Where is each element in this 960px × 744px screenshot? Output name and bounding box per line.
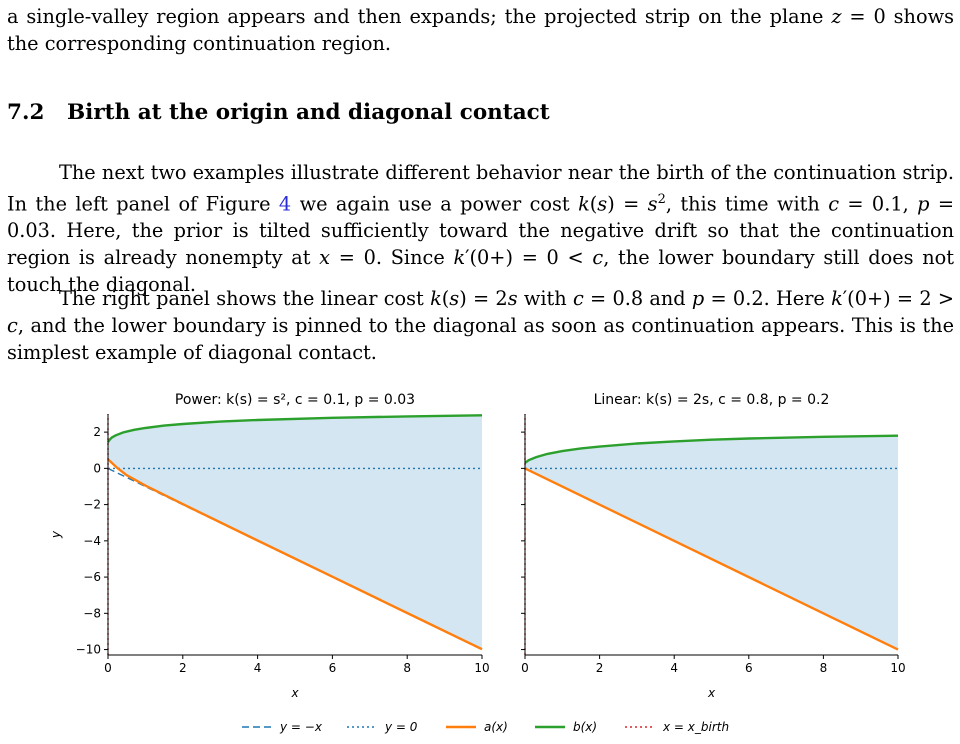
left-panel: 0 2 4 6 8 10 2 0 −2 −4 −6 −8 −10 x y Power: k(s) = s², … — [49, 392, 490, 700]
x-tick-label: 10 — [474, 661, 489, 675]
section-title: Birth at the origin and diagonal contact — [67, 100, 550, 125]
y-tick-label: −8 — [83, 606, 101, 620]
x-tick-label: 10 — [890, 661, 905, 675]
x-tick-label: 0 — [521, 661, 529, 675]
x-tick-label: 6 — [745, 661, 753, 675]
y-tick-label: 0 — [93, 461, 101, 475]
x-axis-label: x — [290, 686, 299, 700]
x-tick-label: 4 — [254, 661, 262, 675]
series-a-x- — [107, 458, 483, 651]
x-tick-label: 8 — [403, 661, 411, 675]
x-tick-label: 8 — [820, 661, 828, 675]
x-tick-label: 2 — [596, 661, 604, 675]
figure-legend: y = −x y = 0 a(x) b(x) x = x_birth — [242, 720, 729, 734]
x-tick-label: 0 — [104, 661, 112, 675]
paragraph-1: The next two examples illustrate differe… — [7, 161, 954, 297]
right-panel: 0 2 4 6 8 10 x Linear: k(s) = 2s, c = 0.8, p = … — [521, 392, 906, 700]
y-tick-label: −6 — [83, 570, 101, 584]
x-axis-label: x — [707, 686, 716, 700]
y-tick-label: −2 — [83, 498, 101, 512]
legend-label: y = 0 — [384, 720, 418, 734]
legend-label: x = x_birth — [662, 720, 729, 734]
section-number: 7.2 — [7, 100, 45, 125]
continuation-region — [525, 435, 898, 650]
y-tick-label: −10 — [76, 643, 101, 657]
series-b-x- — [107, 414, 483, 443]
paragraph-2: The right panel shows the linear cost k(… — [7, 287, 955, 364]
y-tick-label: −4 — [83, 534, 101, 548]
figure-4: 0 2 4 6 8 10 2 0 −2 −4 −6 −8 −10 x y Power: k(s) = s², … — [49, 392, 906, 734]
series-a-x- — [524, 467, 899, 651]
legend-label: a(x) — [484, 720, 508, 734]
x-tick-label: 4 — [670, 661, 678, 675]
continuation-region — [108, 415, 482, 650]
x-tick-label: 6 — [329, 661, 337, 675]
y-axis-label: y — [49, 530, 63, 539]
figure-link[interactable]: 4 — [278, 192, 292, 216]
series-b-x- — [524, 434, 899, 464]
panel-title: Power: k(s) = s², c = 0.1, p = 0.03 — [175, 392, 415, 408]
legend-label: y = −x — [279, 720, 323, 734]
legend-label: b(x) — [573, 720, 597, 734]
section-heading: 7.2 Birth at the origin and diagonal cont… — [7, 100, 550, 125]
y-tick-label: 2 — [93, 425, 101, 439]
x-tick-label: 2 — [179, 661, 187, 675]
intro-paragraph: a single-valley region appears and then … — [7, 5, 954, 55]
panel-title: Linear: k(s) = 2s, c = 0.8, p = 0.2 — [594, 392, 830, 408]
